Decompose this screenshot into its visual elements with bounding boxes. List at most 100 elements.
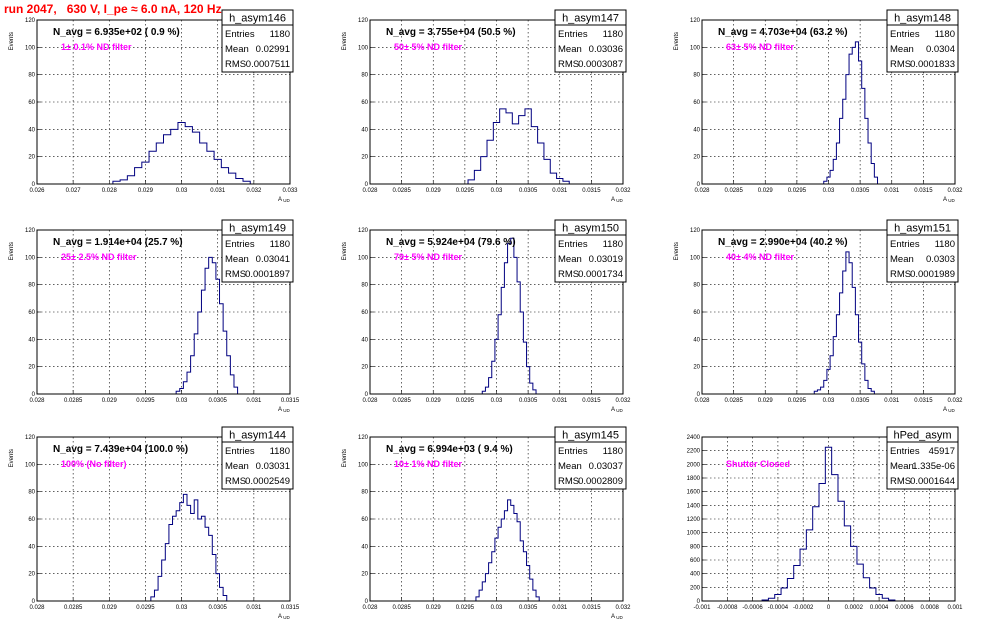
y-tick-label: 60: [361, 310, 368, 316]
stats-value: 0.0007511: [246, 59, 290, 70]
stats-histogram-name: h_asym148: [894, 13, 951, 25]
x-tick-label: 0.028: [362, 398, 378, 404]
stats-histogram-name: h_asym150: [562, 223, 619, 235]
stats-box: [221, 441, 294, 490]
run-title: run 2047, 630 V, I_pe ≈ 6.0 nA, 120 Hz: [4, 2, 222, 16]
x-tick-label: 0.0285: [392, 188, 411, 194]
histogram-panel-h_asym149: 0.028 0.0285 0.029 0.0295 0.03 0.0305 0.031 0.0…: [9, 219, 300, 413]
y-tick-label: 0: [697, 182, 701, 188]
stats-key: Mean: [890, 254, 914, 265]
histogram-line: [150, 493, 228, 601]
x-axis-label: A UD: [611, 407, 624, 413]
histogram-panel-h_asym146: 0.026 0.027 0.028 0.029 0.03 0.031 0.032 0.033 0…: [9, 9, 298, 203]
stats-value: 0.0001644: [910, 476, 955, 487]
y-axis-label: Events: [9, 449, 15, 467]
stats-value: 0.0003087: [578, 59, 623, 70]
y-tick-label: 40: [693, 127, 700, 133]
y-axis-label: Events: [342, 32, 348, 50]
x-tick-label: 0.0004: [870, 605, 889, 611]
histogram-panel-h_asym145: 0.028 0.0285 0.029 0.0295 0.03 0.0305 0.031 0.0…: [342, 426, 631, 620]
stats-value: 1180: [935, 29, 955, 40]
y-axis-label: Events: [674, 32, 680, 50]
y-tick-label: 20: [28, 572, 35, 578]
y-tick-label: 20: [693, 155, 700, 161]
y-tick-label: 40: [28, 337, 35, 343]
stats-key: Mean: [225, 254, 249, 265]
y-axis-label: Events: [9, 32, 15, 50]
x-tick-label: 0.031: [552, 188, 568, 194]
stats-histogram-name: hPed_asym: [893, 430, 951, 442]
x-tick-label: 0.029: [758, 398, 774, 404]
x-tick-label: 0.0295: [136, 398, 155, 404]
x-tick-label: 0.0285: [392, 605, 411, 611]
y-tick-label: 2200: [687, 449, 701, 455]
y-tick-label: 80: [361, 490, 368, 496]
stats-value: 0.0001897: [245, 269, 290, 280]
x-axis-label: A UD: [611, 614, 624, 620]
y-tick-label: 1800: [687, 476, 701, 482]
histogram-panel-h_asym148: 0.028 0.0285 0.029 0.0295 0.03 0.0305 0.031 0.0…: [674, 9, 963, 203]
x-tick-label: 0.0305: [519, 398, 538, 404]
x-tick-label: 0.0315: [914, 188, 933, 194]
stats-value: 1180: [603, 446, 623, 457]
stats-key: Entries: [890, 446, 920, 457]
x-tick-label: 0.031: [246, 605, 262, 611]
x-axis-label: A UD: [943, 407, 956, 413]
x-tick-label: 0.0008: [921, 605, 940, 611]
y-tick-label: 40: [361, 544, 368, 550]
filter-note: 40± 4% ND filter: [726, 252, 794, 262]
stats-key: Mean: [890, 461, 914, 472]
navg-label: N_avg = 6.935e+02 ( 0.9 %): [53, 27, 180, 38]
x-tick-label: 0.029: [426, 605, 442, 611]
stats-box: [221, 24, 294, 73]
y-tick-label: 120: [25, 435, 36, 441]
x-tick-label: 0.0295: [456, 188, 475, 194]
x-tick-label: 0.0315: [582, 188, 601, 194]
filter-note: 1± 0.1% ND filter: [61, 42, 132, 52]
x-tick-label: 0.032: [246, 188, 262, 194]
x-tick-label: 0.0285: [392, 398, 411, 404]
histogram-line: [475, 499, 540, 601]
x-tick-label: 0.028: [362, 605, 378, 611]
x-tick-label: 0.031: [884, 398, 900, 404]
x-tick-label: 0.001: [947, 605, 963, 611]
stats-key: Mean: [558, 44, 582, 55]
y-tick-label: 100: [25, 462, 36, 468]
y-tick-label: 100: [690, 45, 701, 51]
x-tick-label: 0.0305: [519, 188, 538, 194]
x-axis-label: A UD: [278, 407, 291, 413]
y-tick-label: 1400: [687, 503, 701, 509]
x-tick-label: 0.0305: [519, 605, 538, 611]
x-axis-label: A UD: [278, 197, 291, 203]
y-tick-label: 400: [690, 572, 701, 578]
x-tick-label: -0.0004: [768, 605, 789, 611]
x-tick-label: 0.03: [176, 188, 188, 194]
x-tick-label: 0.032: [947, 398, 963, 404]
stats-histogram-name: h_asym146: [229, 13, 286, 25]
x-tick-label: 0.03: [491, 188, 503, 194]
y-tick-label: 0: [365, 599, 369, 605]
y-tick-label: 60: [28, 100, 35, 106]
x-tick-label: 0.0295: [456, 398, 475, 404]
filter-note: Shutter Closed: [726, 459, 790, 469]
plot-frame: [36, 19, 291, 185]
x-tick-label: 0.028: [694, 398, 710, 404]
x-tick-label: 0.028: [29, 398, 45, 404]
stats-box: [886, 234, 959, 283]
y-tick-label: 80: [28, 283, 35, 289]
y-axis-label: Events: [342, 449, 348, 467]
stats-key: Entries: [225, 29, 255, 40]
x-tick-label: 0.031: [552, 398, 568, 404]
x-tick-label: 0.031: [210, 188, 226, 194]
stats-box: [221, 234, 294, 283]
x-axis-label: A UD: [611, 197, 624, 203]
stats-key: RMS: [558, 476, 579, 487]
stats-value: 1180: [935, 239, 955, 250]
stats-histogram-name: h_asym149: [229, 223, 286, 235]
x-tick-label: 0.0315: [582, 398, 601, 404]
histogram-line: [112, 122, 251, 184]
y-tick-label: 120: [690, 228, 701, 234]
stats-value: 0.0002549: [245, 476, 290, 487]
y-tick-label: 120: [690, 18, 701, 24]
stats-value: 0.0002809: [578, 476, 623, 487]
